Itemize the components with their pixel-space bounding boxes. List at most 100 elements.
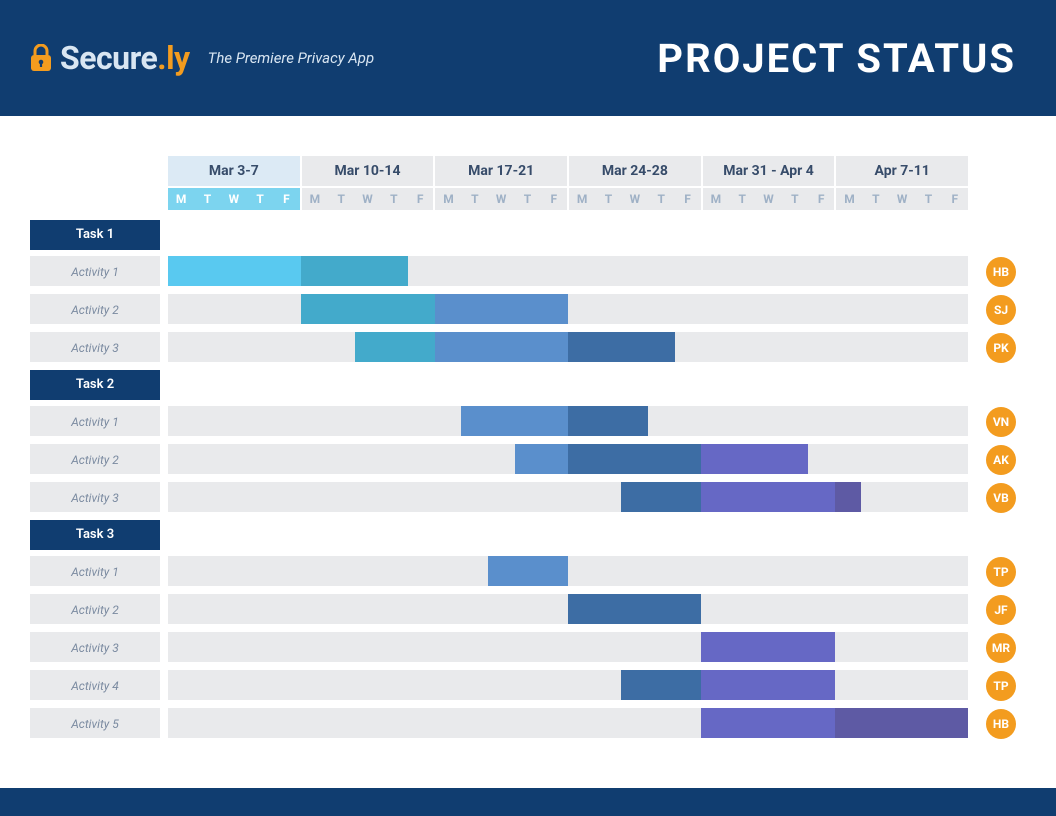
task-header-spacer <box>168 520 968 550</box>
day-label: T <box>514 188 540 210</box>
assignee-cell: SJ <box>976 294 1026 326</box>
gantt-row <box>168 594 968 626</box>
activity-label: Activity 1 <box>30 406 160 438</box>
assignee-cell: MR <box>976 632 1026 664</box>
assignee-avatar: HB <box>986 257 1016 287</box>
assignee-avatar: TP <box>986 671 1016 701</box>
week-label: Mar 31 - Apr 4 <box>703 156 835 186</box>
task-header-spacer <box>168 370 968 400</box>
week-column: Mar 17-21MTWTF <box>435 156 567 210</box>
gantt-row <box>168 670 968 702</box>
week-days: MTWTF <box>836 188 968 210</box>
week-days: MTWTF <box>435 188 567 210</box>
assignee-cell: JF <box>976 594 1026 626</box>
day-label: F <box>674 188 700 210</box>
gantt-bar <box>168 256 301 286</box>
gantt-bar <box>568 444 701 474</box>
task-header-spacer-right <box>976 370 1026 400</box>
week-column: Apr 7-11MTWTF <box>836 156 968 210</box>
day-label: F <box>808 188 834 210</box>
gantt-bar <box>355 332 435 362</box>
day-label: W <box>221 188 247 210</box>
gantt-row <box>168 556 968 588</box>
activity-label: Activity 2 <box>30 294 160 326</box>
assignee-avatar: SJ <box>986 295 1016 325</box>
day-label: T <box>194 188 220 210</box>
gantt-bar <box>435 294 568 324</box>
task-header-spacer-right <box>976 520 1026 550</box>
gantt-bar <box>568 332 675 362</box>
week-label: Mar 10-14 <box>302 156 434 186</box>
gantt-row <box>168 294 968 326</box>
task-header-spacer-right <box>976 220 1026 250</box>
day-label: T <box>328 188 354 210</box>
activity-label: Activity 3 <box>30 332 160 364</box>
gantt-bar <box>835 708 968 738</box>
gantt-bar <box>301 294 434 324</box>
gantt-bar <box>621 482 701 512</box>
activity-label: Activity 3 <box>30 632 160 664</box>
assignee-cell: HB <box>976 256 1026 288</box>
gantt-bar <box>488 556 568 586</box>
header-bar: Secure.ly The Premiere Privacy App PROJE… <box>0 0 1056 116</box>
timeline-left-spacer <box>30 156 160 214</box>
week-days: MTWTF <box>168 188 300 210</box>
activity-label: Activity 2 <box>30 594 160 626</box>
task-header: Task 1 <box>30 220 160 250</box>
day-label: F <box>273 188 299 210</box>
assignee-avatar: TP <box>986 557 1016 587</box>
day-label: T <box>915 188 941 210</box>
week-label: Apr 7-11 <box>836 156 968 186</box>
week-days: MTWTF <box>302 188 434 210</box>
assignee-avatar: JF <box>986 595 1016 625</box>
gantt-bar <box>461 406 568 436</box>
week-days: MTWTF <box>569 188 701 210</box>
day-label: T <box>782 188 808 210</box>
gantt-row <box>168 482 968 514</box>
day-label: W <box>755 188 781 210</box>
gantt-bar <box>301 256 408 286</box>
week-column: Mar 31 - Apr 4MTWTF <box>703 156 835 210</box>
gantt-row <box>168 444 968 476</box>
assignee-avatar: VB <box>986 483 1016 513</box>
day-label: F <box>541 188 567 210</box>
gantt-row <box>168 406 968 438</box>
activity-label: Activity 1 <box>30 556 160 588</box>
day-label: T <box>648 188 674 210</box>
week-days: MTWTF <box>703 188 835 210</box>
assignee-cell: AK <box>976 444 1026 476</box>
day-label: M <box>569 188 595 210</box>
gantt-row <box>168 708 968 740</box>
gantt-row <box>168 332 968 364</box>
activity-label: Activity 4 <box>30 670 160 702</box>
activity-label: Activity 3 <box>30 482 160 514</box>
day-label: W <box>354 188 380 210</box>
footer-bar <box>0 788 1056 816</box>
gantt-bar <box>835 482 862 512</box>
day-label: F <box>942 188 968 210</box>
week-column: Mar 10-14MTWTF <box>302 156 434 210</box>
gantt-bar <box>701 632 834 662</box>
assignee-avatar: VN <box>986 407 1016 437</box>
activity-label: Activity 2 <box>30 444 160 476</box>
brand-second: ly <box>166 39 190 77</box>
gantt-bar <box>701 708 834 738</box>
gantt-bar <box>621 670 701 700</box>
week-label: Mar 17-21 <box>435 156 567 186</box>
assignee-avatar: MR <box>986 633 1016 663</box>
lock-icon <box>30 44 52 72</box>
assignee-cell: TP <box>976 670 1026 702</box>
day-label: W <box>889 188 915 210</box>
week-column: Mar 24-28MTWTF <box>569 156 701 210</box>
day-label: T <box>729 188 755 210</box>
week-label: Mar 24-28 <box>569 156 701 186</box>
day-label: W <box>488 188 514 210</box>
assignee-cell: VN <box>976 406 1026 438</box>
gantt-bar <box>568 594 701 624</box>
gantt-bar <box>435 332 568 362</box>
brand-dot: . <box>157 39 166 77</box>
day-label: T <box>863 188 889 210</box>
task-header-spacer <box>168 220 968 250</box>
assignee-avatar: AK <box>986 445 1016 475</box>
activity-label: Activity 1 <box>30 256 160 288</box>
